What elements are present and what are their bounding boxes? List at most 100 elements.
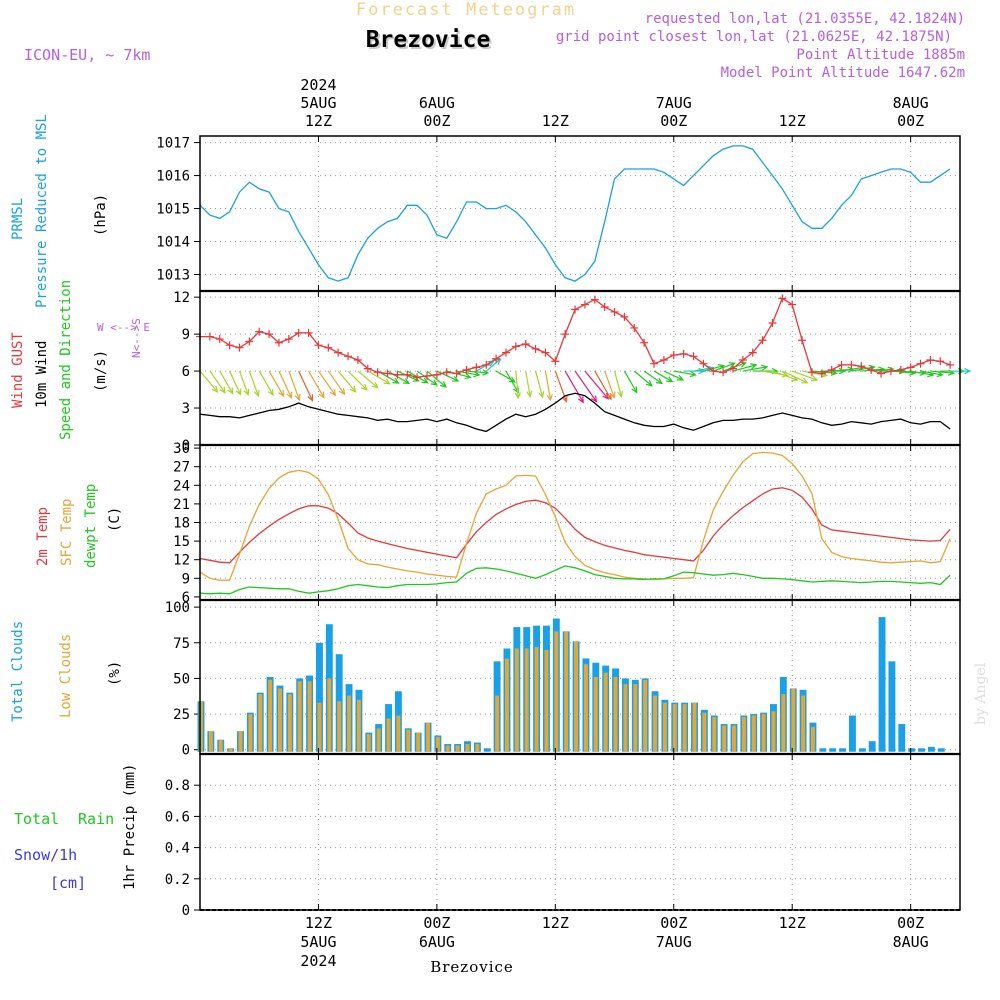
low-clouds-bar [445,745,450,752]
wind-ytick-label: 9 [182,327,190,343]
wind-gust-marker [541,348,550,357]
wind-arrow [209,370,226,394]
wind-arrow-head [439,381,447,388]
bottom-time-label: 8AUG [893,933,929,951]
wind-arrow [387,370,410,384]
wind-gust-marker [689,352,698,361]
wind-gust-marker [373,368,382,377]
low-clouds-bar [613,677,618,752]
wind-unit: (m/s) [93,350,109,392]
wind-arrow-head [421,377,429,384]
wind-arrow [584,370,609,400]
wind-arrow [229,370,242,395]
footer-station: Brezovice [430,958,514,976]
wind-arrow [554,370,567,402]
wind-arrow [278,370,292,398]
low-clouds-bar [593,677,598,752]
wind-gust-marker [511,342,520,351]
wind-arrow [397,370,419,382]
wind-arrow [594,370,612,400]
wind-ytick-label: 6 [182,364,190,380]
wind-arrow-head [392,377,400,384]
wind-arrow-head [211,385,219,393]
wind-arrow [308,370,325,398]
low-clouds-bar [514,648,519,752]
wind-ytick-label: 0 [182,438,190,454]
wind-arrow-head [514,392,521,400]
wind-arrow-head [964,367,972,375]
low-clouds-bar [416,732,421,752]
total-clouds-bar [868,741,876,752]
total-clouds-bar [898,724,906,752]
wind-arrow [357,370,379,389]
wind-arrow-head [605,393,612,401]
wind-arrow-head [338,388,346,396]
temperature-ytick-label: 12 [173,553,190,569]
wind-gust-marker [225,341,234,350]
pressure-ytick-label: 1014 [156,235,190,251]
2m-temp-line [199,487,951,564]
total-clouds-bar [829,748,837,752]
low-clouds-bar [435,736,440,752]
wind-arrow-head [508,376,517,383]
clouds-ytick-label: 75 [173,636,190,652]
temperature-ytick-label: 18 [173,516,190,532]
wind-arrow-head [666,376,674,383]
wind-gust-marker [413,373,422,382]
wind-arrow-head [235,388,242,396]
low-clouds-bar [643,679,648,752]
wind-arrow [772,370,798,381]
wind-arrow [604,370,615,398]
clouds-panel: 0 25 50 75 100 [165,599,961,759]
wind-gust-marker [245,337,254,346]
wind-arrow [910,370,934,376]
requested-location: requested lon,lat (21.0355E, 42.1824N) [645,11,965,27]
temperature-ytick-label: 15 [173,534,190,550]
wind-ytick-label: 12 [173,290,190,306]
wind-gust-marker [344,352,353,361]
temperature-ytick-label: 24 [173,478,190,494]
temperature-panel: 6 9 12 15 18 21 24 27 30 [173,441,961,606]
precip-panel: 0 0.2 0.4 0.6 0.8 [165,753,961,919]
low-clouds-bar [297,681,302,752]
wind-gust-marker [284,335,293,344]
wind-frame [199,290,961,446]
wind-gust-marker [324,343,333,352]
station-title: Brezovice [366,27,491,53]
total-clouds-bar [878,617,886,752]
low-clouds-bar [475,744,480,752]
precip-ytick-label: 0.6 [165,809,190,825]
wind-arrow [653,370,673,383]
total-clouds-bar [839,748,847,752]
wind-gust-marker [393,370,402,379]
bottom-time-label: 00Z [660,914,687,932]
wind-gust-marker [896,365,905,374]
pressure-label-long: Pressure Reduced to MSL [34,114,50,308]
temp-sfc-label: SFC Temp [59,499,75,566]
wind-arrow-head [318,391,325,399]
wind-gust-marker [610,307,619,316]
watermark: by Angel [973,662,989,725]
pressure-unit: (hPa) [93,194,109,236]
sfc-temp-line [199,451,951,581]
low-clouds-bar [662,702,667,752]
clouds-ytick-label: 25 [173,707,190,723]
wind-arrow [317,370,336,396]
pressure-ytick-label: 1013 [156,268,190,284]
wind-arrow [643,370,663,384]
wind-arrow-head [936,370,944,378]
wind-arrow [199,370,218,393]
wind-arrow [505,370,519,393]
low-clouds-bar [751,715,756,752]
wind-arrow-head [267,388,274,397]
wind-arrow [288,370,300,401]
low-clouds-bar [702,712,707,752]
low-clouds-bar [672,704,677,752]
wind-arrow [792,370,818,381]
bottom-time-label: 12Z [305,914,332,932]
wind-arrow [920,370,943,376]
clouds-frame [199,599,961,755]
wind-arrow-head [430,379,438,386]
wind-gust-marker [353,355,362,364]
